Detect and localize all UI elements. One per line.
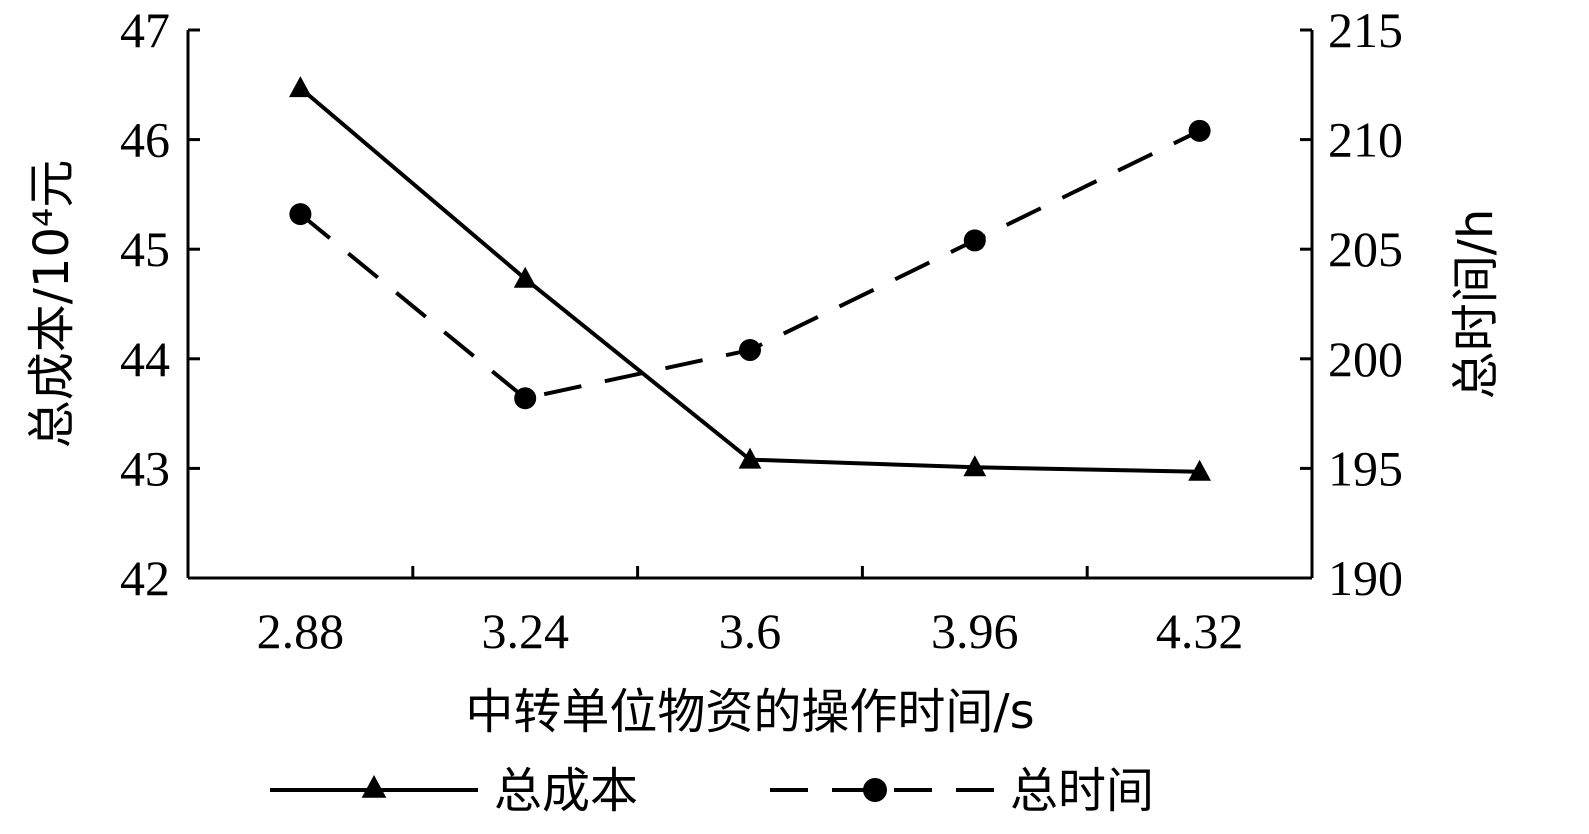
x-axis-title: 中转单位物资的操作时间/s — [465, 684, 1034, 740]
legend-label-time: 总时间 — [1010, 763, 1154, 819]
y-left-tick-label: 44 — [120, 331, 170, 387]
y-right-tick-label: 195 — [1328, 440, 1403, 496]
y-right-tick-label: 200 — [1328, 331, 1403, 387]
x-tick-label: 3.6 — [719, 603, 782, 659]
labels-layer: 42 43 44 45 46 47 190 195 200 205 210 215 2.88 3.24 3.… — [24, 2, 1504, 740]
y-left-tick-label: 47 — [120, 2, 170, 58]
series-point-circle — [514, 387, 537, 410]
legend-marker-triangle — [361, 775, 387, 798]
y-right-axis-title: 总时间/h — [1448, 209, 1504, 400]
series-point-triangle — [289, 76, 312, 98]
y-left-tick-label: 46 — [120, 112, 170, 168]
y-right-tick-label: 190 — [1328, 550, 1403, 606]
legend-marker-circle — [863, 778, 887, 802]
y-left-tick-label: 45 — [120, 221, 170, 277]
series-point-triangle — [1188, 459, 1211, 481]
legend: 总成本 总时间 — [270, 763, 1154, 819]
y-left-tick-label: 43 — [120, 440, 170, 496]
series-point-circle — [963, 229, 986, 252]
series-point-circle — [739, 339, 761, 362]
x-tick-label: 3.96 — [931, 603, 1019, 659]
y-right-tick-label: 205 — [1328, 221, 1403, 277]
x-tick-label: 2.88 — [257, 603, 345, 659]
series-point-circle — [289, 203, 312, 226]
x-tick-label: 3.24 — [481, 603, 569, 659]
series-point-triangle — [738, 447, 762, 469]
series-line-0 — [299, 86, 1200, 474]
axes — [186, 28, 1314, 580]
series-point-triangle — [963, 455, 987, 477]
series-layer — [289, 76, 1211, 481]
series-point-circle — [1188, 119, 1211, 142]
y-right-tick-label: 215 — [1328, 2, 1403, 58]
legend-label-cost: 总成本 — [494, 763, 638, 819]
series-point-triangle — [513, 266, 537, 288]
y-right-tick-label: 210 — [1328, 112, 1403, 168]
y-left-tick-label: 42 — [120, 550, 170, 606]
y-left-axis-title: 总成本/10⁴元 — [24, 160, 80, 449]
x-tick-label: 4.32 — [1156, 603, 1244, 659]
